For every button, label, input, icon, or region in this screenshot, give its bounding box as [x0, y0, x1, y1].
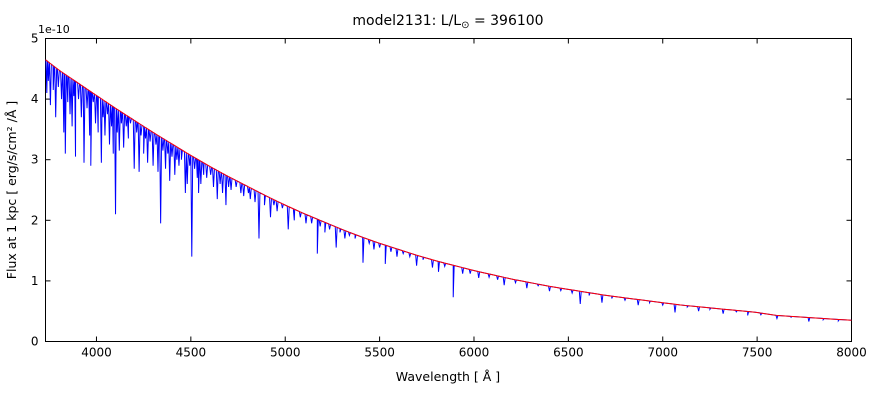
y-axis-label: Flux at 1 kpc [ erg/s/cm² /Å ]	[4, 101, 19, 279]
y-tick-label: 0	[31, 335, 39, 349]
x-axis-label: Wavelength [ Å ]	[396, 369, 500, 384]
x-tick-label: 4000	[81, 346, 112, 360]
x-tick-label: 6500	[553, 346, 584, 360]
continuum-line	[45, 59, 852, 321]
x-tick-label: 5000	[270, 346, 301, 360]
plot-title-value: = 396100	[470, 13, 544, 29]
x-tick-label: 7500	[742, 346, 773, 360]
spectrum-line	[45, 59, 852, 323]
plot-title: model2131: L/L⊙ = 396100	[352, 13, 543, 31]
y-tick-label: 5	[31, 32, 39, 46]
plot-frame	[45, 38, 852, 342]
y-tick-label: 1	[31, 274, 39, 288]
x-tick-label: 8000	[836, 346, 867, 360]
y-axis-offset-label: 1e-10	[38, 23, 70, 36]
y-tick-label: 4	[31, 92, 39, 106]
y-tick-label: 3	[31, 153, 39, 167]
x-tick-label: 7000	[647, 346, 678, 360]
x-tick-label: 6000	[459, 346, 490, 360]
x-tick-label: 4500	[176, 346, 207, 360]
y-tick-label: 2	[31, 213, 39, 227]
plot-area: 4000 4500 5000 5500 6000 6500 7000 7500 8000 0 1 2 3…	[31, 32, 867, 360]
plot-title-text: model2131: L/L	[352, 13, 461, 29]
sun-symbol: ⊙	[461, 20, 469, 31]
x-tick-label: 5500	[364, 346, 395, 360]
